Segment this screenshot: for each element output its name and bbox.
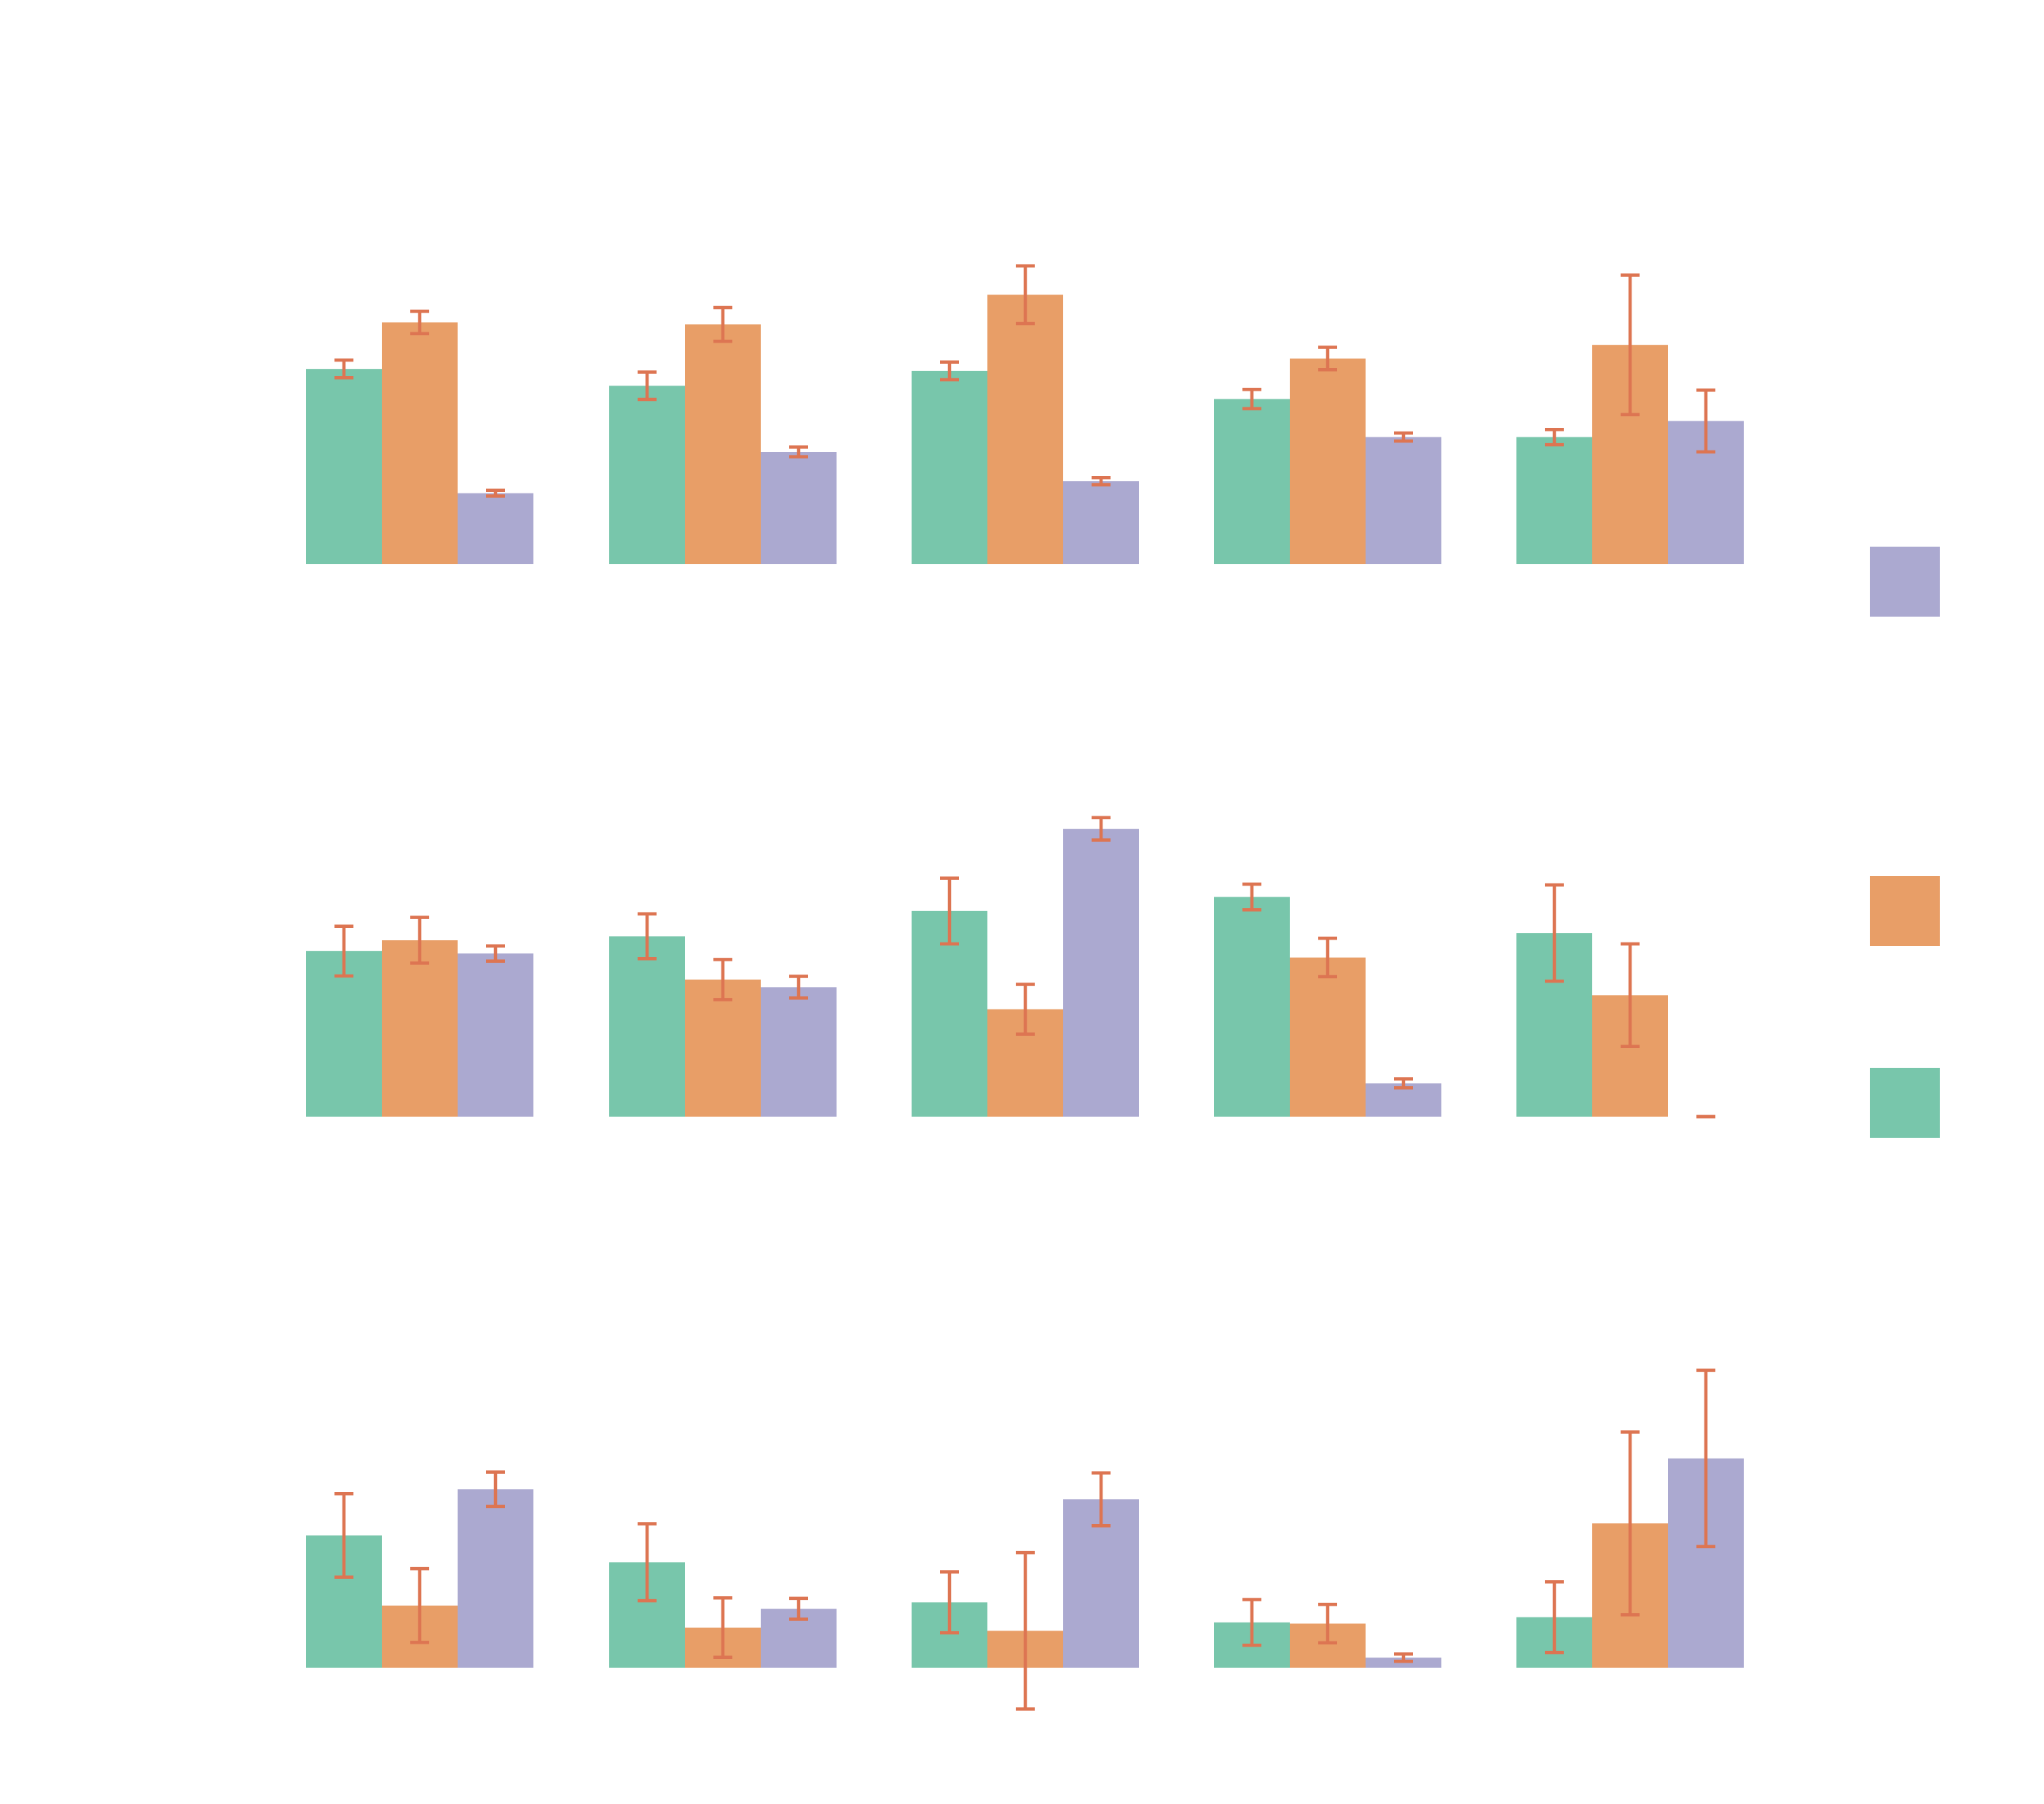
bar [382, 322, 458, 564]
error-bar [1242, 1598, 1261, 1647]
bar-group [1516, 1368, 1744, 1668]
error-bar [1545, 883, 1564, 983]
error-bar [1621, 942, 1640, 1048]
bar [685, 979, 761, 1117]
bar [1290, 358, 1366, 564]
error-bar [1318, 345, 1337, 372]
legend-swatch [1870, 876, 1940, 946]
error-bar [713, 958, 732, 1001]
bar-group [1214, 882, 1441, 1117]
error-bar [486, 1470, 505, 1509]
error-bar [1016, 983, 1035, 1036]
legend-swatch [1870, 547, 1940, 617]
error-bar [940, 876, 959, 946]
bar [761, 987, 837, 1117]
bar [458, 1489, 533, 1668]
bar-group [609, 912, 837, 1117]
bar-group [306, 1470, 533, 1668]
panel-1 [306, 264, 1744, 564]
legend-swatch [1870, 1068, 1940, 1138]
bar [306, 950, 382, 1117]
error-bar [1016, 1550, 1035, 1711]
error-bar [486, 944, 505, 963]
bar [609, 936, 685, 1117]
bar-group [306, 309, 533, 564]
error-bar [410, 1566, 429, 1644]
error-bar [410, 915, 429, 965]
error-bar [789, 445, 808, 458]
bar-group [912, 1471, 1139, 1711]
error-bar [1621, 273, 1640, 417]
error-bar [1092, 816, 1111, 842]
error-bar [486, 488, 505, 498]
panel-2 [306, 816, 1715, 1119]
bar-group [1214, 1598, 1441, 1668]
error-bar [1394, 431, 1413, 443]
error-bar [713, 305, 732, 343]
bar [912, 370, 987, 564]
error-bar [1318, 937, 1337, 979]
bar [1516, 437, 1592, 564]
bar [306, 369, 382, 564]
bar-group [912, 816, 1139, 1117]
legend [1870, 547, 1940, 1138]
error-bar [789, 1596, 808, 1621]
error-bar [1621, 1430, 1640, 1617]
error-bar [410, 309, 429, 335]
error-bar [1092, 475, 1111, 487]
error-bar [789, 975, 808, 1000]
bar-group [609, 1522, 837, 1668]
error-bar [1242, 387, 1261, 410]
bar [685, 324, 761, 564]
error-bar [334, 358, 353, 380]
bar [1063, 481, 1139, 564]
error-bar [1016, 264, 1035, 326]
error-bar [1545, 1580, 1564, 1655]
error-bar [940, 1570, 959, 1635]
error-bar [1092, 1471, 1111, 1528]
error-bar [1318, 1602, 1337, 1645]
bar [1214, 399, 1290, 564]
bar [761, 452, 837, 564]
error-bar [1545, 427, 1564, 447]
error-bar [1696, 388, 1715, 454]
bar [987, 294, 1063, 564]
bar-group [1214, 345, 1441, 564]
error-bar [638, 912, 657, 961]
error-bar [1394, 1652, 1413, 1663]
bar-group [609, 305, 837, 564]
bar-group [306, 915, 533, 1117]
bar [1290, 957, 1366, 1117]
error-bar [940, 360, 959, 382]
error-bar [1696, 1368, 1715, 1549]
error-bar [638, 370, 657, 402]
error-bar [1242, 882, 1261, 912]
bar [382, 940, 458, 1117]
error-bar [334, 1492, 353, 1579]
error-bar [1394, 1077, 1413, 1090]
panel-3 [306, 1368, 1744, 1711]
bar [609, 386, 685, 564]
bar [1366, 437, 1441, 564]
bar [458, 953, 533, 1117]
bar [1063, 829, 1139, 1117]
bar [1214, 897, 1290, 1117]
error-bar [334, 924, 353, 978]
bar-group [1516, 273, 1744, 564]
bar-group [1516, 883, 1715, 1119]
error-bar [713, 1596, 732, 1659]
bar-group [912, 264, 1139, 564]
error-bar [638, 1522, 657, 1603]
bar [458, 493, 533, 564]
